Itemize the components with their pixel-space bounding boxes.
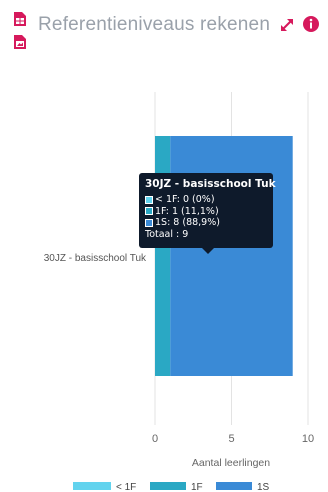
tooltip-row: 1S: 8 (88,9%) — [145, 217, 267, 229]
tooltip-row-label: < 1F: 0 (0%) — [155, 194, 215, 205]
legend-swatch — [216, 482, 252, 490]
legend-swatch — [73, 482, 111, 490]
x-tick-label: 0 — [152, 433, 158, 445]
bar-segment — [155, 136, 171, 376]
tooltip-swatch-1s — [145, 218, 153, 227]
category-label: 30JZ - basisschool Tuk — [44, 253, 147, 264]
tooltip-row: < 1F: 0 (0%) — [145, 194, 267, 206]
tooltip-total: Totaal : 9 — [145, 228, 189, 240]
legend-swatch — [150, 482, 186, 490]
x-axis-label: Aantal leerlingen — [192, 457, 270, 469]
export-icons — [14, 12, 26, 49]
spreadsheet-icon[interactable] — [14, 12, 26, 26]
tooltip-row-label: 1F: 1 (11,1%) — [155, 205, 219, 217]
tooltip-swatch-1f — [145, 207, 153, 216]
tooltip-title: 30JZ - basisschool Tuk — [145, 178, 276, 190]
tooltip-swatch-lt1f — [145, 195, 153, 204]
legend-label: 1S — [257, 482, 270, 492]
tooltip-row: 1F: 1 (11,1%) — [145, 206, 267, 218]
tooltip-row-label: 1S: 8 (88,9%) — [155, 217, 220, 228]
x-tick-label: 5 — [228, 433, 234, 445]
page-title: Referentieniveaus rekenen — [38, 14, 271, 35]
legend-label: 1F — [191, 482, 203, 492]
bar-segment — [170, 136, 293, 376]
pdf-icon[interactable] — [14, 35, 26, 49]
x-tick-label: 10 — [302, 433, 314, 445]
expand-icon[interactable] — [279, 17, 295, 33]
legend-label: < 1F — [116, 482, 136, 492]
chart-tooltip: 30JZ - basisschool Tuk < 1F: 0 (0%) 1F: … — [139, 173, 276, 254]
info-icon[interactable] — [302, 15, 320, 33]
